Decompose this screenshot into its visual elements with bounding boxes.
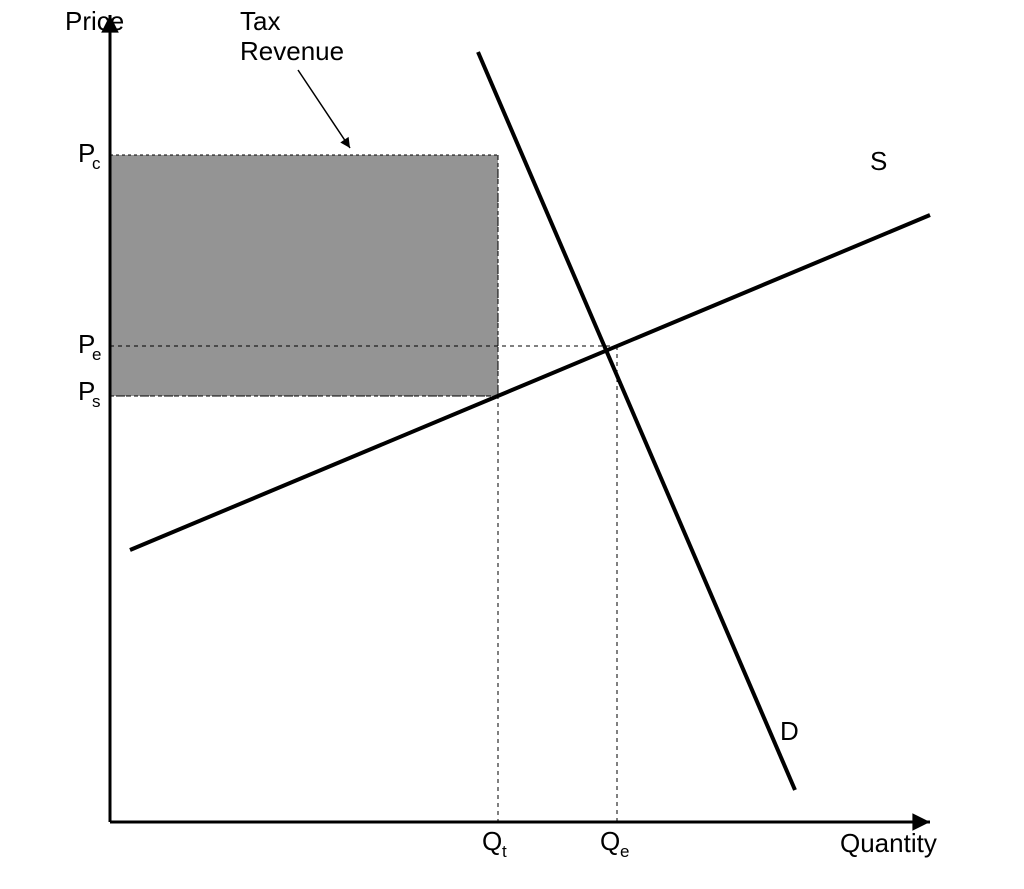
tax-revenue-region	[110, 155, 498, 396]
supply-label: S	[870, 146, 887, 176]
tax-revenue-diagram: SDPriceQuantityPcPePsQtQeTaxRevenue	[0, 0, 1024, 889]
svg-text:Q: Q	[600, 826, 620, 856]
svg-text:s: s	[92, 392, 101, 411]
x-axis-label: Quantity	[840, 828, 937, 858]
tax-revenue-label-line1: Tax	[240, 6, 280, 36]
tax-revenue-label-line2: Revenue	[240, 36, 344, 66]
svg-text:Q: Q	[482, 826, 502, 856]
svg-text:e: e	[620, 842, 629, 861]
y-axis-label: Price	[65, 6, 124, 36]
svg-text:c: c	[92, 154, 101, 173]
svg-text:e: e	[92, 345, 101, 364]
svg-text:t: t	[502, 842, 507, 861]
demand-label: D	[780, 716, 799, 746]
